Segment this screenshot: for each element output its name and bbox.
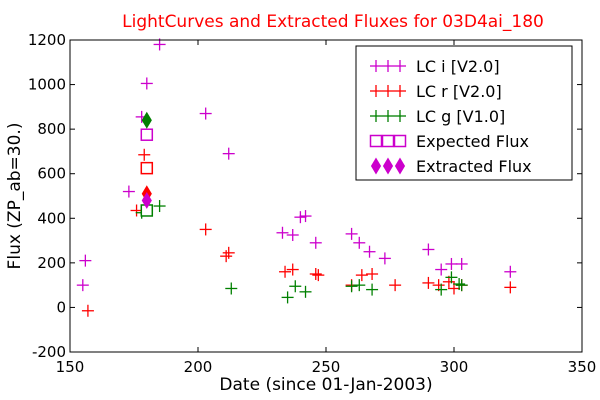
data-point — [435, 263, 448, 276]
data-point — [299, 285, 312, 298]
data-point — [286, 263, 299, 276]
data-point — [140, 128, 154, 141]
data-point — [445, 271, 458, 284]
legend-marker — [370, 60, 382, 72]
legend-entry: LC r [V2.0] — [370, 82, 502, 101]
data-point — [422, 276, 435, 289]
legend-entry: Extracted Flux — [370, 157, 532, 176]
data-point — [378, 252, 391, 265]
legend-entry: Expected Flux — [369, 132, 529, 151]
legend-marker — [370, 85, 382, 97]
y-tick-label: 600 — [37, 165, 66, 183]
data-point — [281, 291, 294, 304]
legend-marker — [382, 60, 394, 72]
chart-title: LightCurves and Extracted Fluxes for 03D… — [122, 12, 544, 32]
data-point — [355, 269, 368, 282]
legend-marker — [381, 134, 395, 148]
data-point — [222, 246, 235, 259]
legend-marker — [394, 110, 406, 122]
legend-marker — [394, 157, 406, 175]
data-point — [225, 282, 238, 295]
data-point — [140, 161, 154, 175]
x-tick-label: 150 — [56, 358, 85, 376]
data-point — [79, 254, 92, 267]
series-4 — [141, 111, 152, 209]
legend-entry: LC g [V1.0] — [370, 107, 505, 126]
data-point — [366, 283, 379, 296]
data-point — [141, 191, 152, 209]
data-point — [353, 236, 366, 249]
data-point — [353, 279, 366, 292]
legend-label: Extracted Flux — [416, 157, 532, 176]
data-point — [286, 229, 299, 241]
x-tick-label: 350 — [568, 358, 597, 376]
y-tick-label: 400 — [37, 209, 66, 227]
x-tick-label: 200 — [184, 358, 213, 376]
legend-label: Expected Flux — [416, 132, 529, 151]
data-point — [289, 280, 302, 293]
data-point — [422, 243, 435, 256]
data-point — [455, 279, 468, 292]
y-tick-label: 1200 — [28, 31, 66, 49]
data-point — [220, 250, 233, 263]
data-point — [345, 227, 358, 240]
legend-marker — [382, 85, 394, 97]
y-tick-label: 0 — [56, 298, 66, 316]
data-point — [76, 279, 89, 292]
data-point — [141, 111, 152, 129]
data-point — [345, 280, 358, 293]
data-point — [222, 147, 235, 160]
y-tick-label: 200 — [37, 254, 66, 272]
data-point — [363, 245, 376, 258]
data-point — [445, 257, 458, 270]
legend-label: LC i [V2.0] — [416, 57, 500, 76]
legend: LC i [V2.0] LC r [V2.0] LC g [V1.0] Expecte… — [355, 45, 573, 181]
data-point — [199, 107, 212, 120]
legend-marker — [369, 134, 383, 148]
x-tick-label: 300 — [440, 358, 469, 376]
data-point — [389, 279, 402, 292]
legend-marker — [393, 134, 407, 148]
data-marks — [76, 38, 517, 317]
data-point — [279, 265, 292, 278]
data-point — [504, 265, 517, 278]
legend-marker — [382, 157, 394, 175]
legend-label: LC g [V1.0] — [416, 107, 505, 126]
legend-marker — [370, 157, 382, 175]
legend-marker — [370, 110, 382, 122]
data-point — [453, 278, 466, 291]
legend-box — [355, 45, 573, 181]
x-axis-label: Date (since 01-Jan-2003) — [219, 375, 432, 395]
y-tick-label: -200 — [32, 343, 66, 361]
legend-marker — [394, 85, 406, 97]
data-point — [299, 210, 312, 223]
data-point — [455, 257, 468, 270]
data-point — [140, 77, 153, 90]
y-axis-label: Flux (ZP_ab=30.) — [5, 123, 25, 270]
y-tick-label: 800 — [37, 120, 66, 138]
data-point — [153, 200, 166, 213]
data-point — [199, 223, 212, 236]
data-point — [122, 185, 135, 198]
series-2 — [135, 200, 468, 304]
legend-marker — [382, 110, 394, 122]
y-tick-label: 1000 — [28, 76, 66, 94]
legend-label: LC r [V2.0] — [416, 82, 502, 101]
data-point — [435, 283, 448, 296]
data-point — [138, 148, 151, 161]
data-point — [81, 304, 94, 317]
legend-marker — [394, 60, 406, 72]
data-point — [276, 226, 289, 239]
data-point — [312, 269, 325, 282]
data-point — [504, 281, 517, 294]
x-tick-label: 250 — [312, 358, 341, 376]
legend-entry: LC i [V2.0] — [370, 57, 500, 76]
data-point — [309, 236, 322, 249]
axis-ticks: 150 200 250 300 350 -200 0 200 400 600 800 1000 1200 — [28, 31, 597, 376]
data-point — [366, 268, 379, 280]
data-point — [294, 211, 307, 224]
data-point — [309, 268, 322, 280]
